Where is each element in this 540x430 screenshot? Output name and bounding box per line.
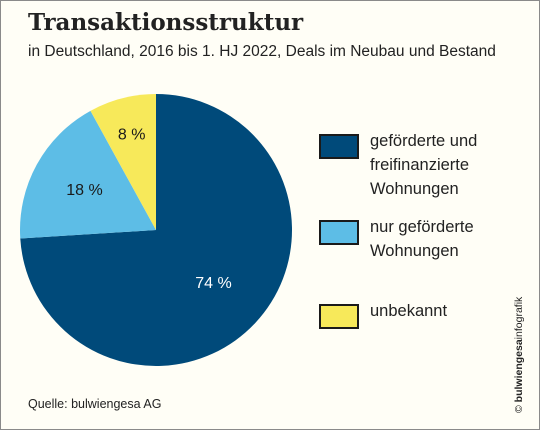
legend-item: unbekannt xyxy=(319,302,520,329)
legend-label: unbekannt xyxy=(370,302,448,320)
copyright-symbol: © xyxy=(513,405,525,413)
chart-title: Transaktionsstruktur xyxy=(28,9,304,36)
slice-value-label: 18 % xyxy=(66,182,102,199)
credit-brand: bulwiengesa xyxy=(513,339,525,403)
credit-suffix: infografik xyxy=(513,296,525,340)
pie-slice xyxy=(19,110,156,239)
slice-value-label: 8 % xyxy=(118,126,146,143)
legend-label: geförderte und freifinanzierte Wohnungen xyxy=(370,132,478,198)
legend-item: geförderte und freifinanzierte Wohnungen xyxy=(319,132,520,201)
pie-slice xyxy=(20,94,293,366)
legend-swatch xyxy=(319,134,359,159)
pie-slice xyxy=(90,94,156,230)
chart-subtitle: in Deutschland, 2016 bis 1. HJ 2022, Dea… xyxy=(28,43,496,60)
copyright-credit: © bulwiengesainfografik xyxy=(513,297,525,413)
legend-label: nur geförderte Wohnungen xyxy=(370,218,474,260)
legend-item: nur geförderte Wohnungen xyxy=(319,218,520,263)
slice-value-label: 74 % xyxy=(195,275,231,292)
legend-swatch xyxy=(319,220,359,245)
source-note: Quelle: bulwiengesa AG xyxy=(28,397,162,411)
legend-swatch xyxy=(319,304,359,329)
